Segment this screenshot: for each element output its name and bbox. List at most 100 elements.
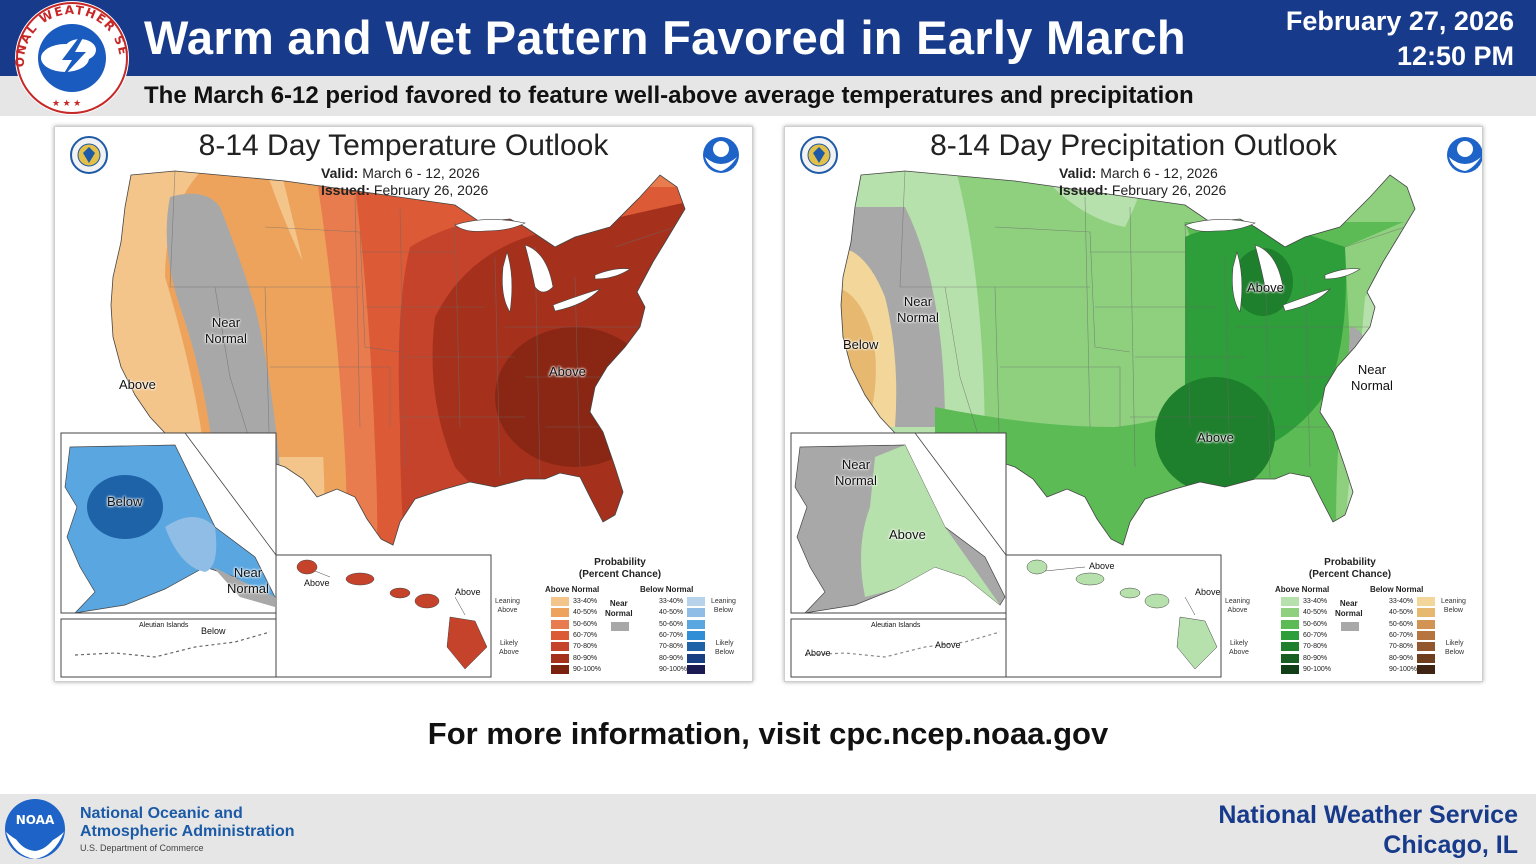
legend-above-range: 40-50%: [573, 609, 598, 617]
temp-valid-label: Valid:: [321, 165, 359, 181]
header-bar: Warm and Wet Pattern Favored in Early Ma…: [0, 0, 1536, 76]
legend-below-swatch: [1417, 642, 1435, 652]
noaa-name-line1: National Oceanic and: [80, 805, 243, 822]
temperature-outlook-map: 8-14 Day Temperature Outlook Valid: Marc…: [54, 126, 753, 682]
temp-legend-title: Probability (Percent Chance): [578, 557, 662, 580]
legend-above-swatch: [551, 597, 569, 606]
temp-legend-likely-below: Likely Below: [715, 640, 735, 656]
temp-label-west-near: Near Normal: [205, 315, 247, 346]
legend-above-range: 80-90%: [573, 654, 598, 662]
legend-below-swatch: [1417, 597, 1435, 606]
more-info-text: For more information, visit cpc.ncep.noa…: [427, 716, 1109, 751]
precipitation-outlook-map: 8-14 Day Precipitation Outlook Valid: Ma…: [784, 126, 1483, 682]
legend-below-range: 50-60%: [1389, 620, 1414, 628]
precip-issued-line: Issued: February 26, 2026: [1059, 182, 1226, 198]
temp-valid-line: Valid: March 6 - 12, 2026: [321, 165, 480, 181]
subheader-bar: The March 6-12 period favored to feature…: [0, 76, 1536, 116]
temp-issued-value: February 26, 2026: [373, 182, 489, 198]
legend-above-swatch: [551, 619, 569, 629]
precip-label-west-near: Near Normal: [897, 294, 939, 325]
legend-below-swatch: [687, 619, 705, 629]
legend-above-swatch: [551, 664, 569, 674]
precip-label-aleutian-above-right: Above: [935, 640, 961, 650]
noaa-seal-icon: [1447, 137, 1482, 173]
legend-above-range: 60-70%: [1303, 631, 1328, 639]
page-subtitle: The March 6-12 period favored to feature…: [144, 82, 1194, 109]
legend-below-range: 40-50%: [1389, 609, 1414, 617]
legend-below-swatch: [687, 630, 705, 640]
office-line1: National Weather Service: [1218, 801, 1518, 829]
footer-bar: [0, 794, 1536, 864]
precip-legend-likely-above: Likely Above: [1229, 640, 1249, 656]
legend-above-range: 80-90%: [1303, 654, 1328, 662]
legend-above-swatch: [551, 608, 569, 618]
temperature-map-graphic: [60, 170, 686, 678]
legend-above-swatch: [1281, 597, 1299, 606]
legend-below-swatch: [1417, 608, 1435, 618]
nws-logo: NATIONAL WEATHER SERVICE ★ ★ ★: [10, 0, 129, 115]
legend-below-range: 90-100%: [659, 665, 688, 673]
precip-label-aleutian: Aleutian Islands: [871, 622, 921, 629]
precip-legend: Probability (Percent Chance) Above Norma…: [1225, 557, 1475, 677]
legend-above-swatch: [551, 630, 569, 640]
legend-below-swatch: [1417, 619, 1435, 629]
temp-map-title: 8-14 Day Temperature Outlook: [198, 129, 609, 162]
precip-label-east-near: Near Normal: [1351, 362, 1393, 393]
legend-above-range: 40-50%: [1303, 609, 1328, 617]
legend-above-range: 50-60%: [573, 620, 598, 628]
legend-above-range: 70-80%: [1303, 643, 1328, 651]
issue-date: February 27, 2026: [1285, 6, 1514, 36]
page-title: Warm and Wet Pattern Favored in Early Ma…: [144, 11, 1186, 64]
precipitation-map-graphic: [790, 170, 1416, 678]
legend-below-swatch: [687, 664, 705, 674]
temp-label-aleutian: Aleutian Islands: [139, 622, 189, 629]
legend-below-range: 33-40%: [1389, 598, 1414, 605]
precip-valid-label: Valid:: [1059, 165, 1097, 181]
temp-legend-above-head: Above Normal: [545, 585, 600, 594]
legend-below-swatch: [1417, 664, 1435, 674]
temp-legend-likely-above: Likely Above: [499, 640, 519, 656]
precip-legend-near-swatch: [1341, 622, 1359, 631]
legend-below-range: 80-90%: [1389, 654, 1414, 662]
legend-above-swatch: [551, 653, 569, 663]
legend-below-range: 33-40%: [659, 598, 684, 605]
legend-below-range: 40-50%: [659, 609, 684, 617]
temp-legend-near: Near Normal: [605, 599, 633, 618]
precip-issued-value: February 26, 2026: [1111, 182, 1227, 198]
svg-text:★ ★ ★: ★ ★ ★: [52, 98, 81, 108]
legend-below-range: 70-80%: [1389, 643, 1414, 651]
legend-below-range: 90-100%: [1389, 665, 1418, 673]
precip-legend-title: Probability (Percent Chance): [1308, 557, 1392, 580]
legend-below-range: 80-90%: [659, 654, 684, 662]
legend-above-swatch: [1281, 642, 1299, 652]
precip-label-west-below: Below: [843, 337, 879, 352]
legend-below-swatch: [1417, 630, 1435, 640]
temp-label-aleutian-below: Below: [201, 626, 226, 636]
legend-above-swatch: [1281, 664, 1299, 674]
precip-map-title: 8-14 Day Precipitation Outlook: [930, 129, 1337, 162]
noaa-logo-text: NOAA: [16, 813, 55, 827]
temp-issued-line: Issued: February 26, 2026: [321, 182, 488, 198]
legend-below-swatch: [687, 608, 705, 618]
legend-below-swatch: [687, 642, 705, 652]
precip-label-ak-above: Above: [889, 527, 926, 542]
legend-below-range: 70-80%: [659, 643, 684, 651]
temp-label-ak-below: Below: [107, 494, 143, 509]
temp-legend-near-swatch: [611, 622, 629, 631]
noaa-name: National Oceanic and Atmospheric Adminis…: [80, 805, 295, 841]
office-line2: Chicago, IL: [1383, 831, 1518, 859]
precip-legend-near: Near Normal: [1335, 599, 1363, 618]
issue-datetime: February 27, 2026 12:50 PM: [1286, 4, 1514, 74]
issue-time: 12:50 PM: [1396, 41, 1514, 71]
precip-label-hi-above-left: Above: [1089, 561, 1115, 571]
legend-above-swatch: [1281, 608, 1299, 618]
precip-label-hi-above-right: Above: [1195, 587, 1221, 597]
nws-office: National Weather Service Chicago, IL: [1218, 800, 1518, 860]
legend-below-range: 60-70%: [1389, 631, 1414, 639]
legend-below-range: 50-60%: [659, 620, 684, 628]
temp-legend-below-head: Below Normal: [640, 585, 694, 594]
legend-above-swatch: [551, 642, 569, 652]
temp-legend-leaning-above: Leaning Above: [495, 598, 520, 614]
legend-above-range: 33-40%: [573, 598, 598, 605]
legend-above-range: 60-70%: [573, 631, 598, 639]
